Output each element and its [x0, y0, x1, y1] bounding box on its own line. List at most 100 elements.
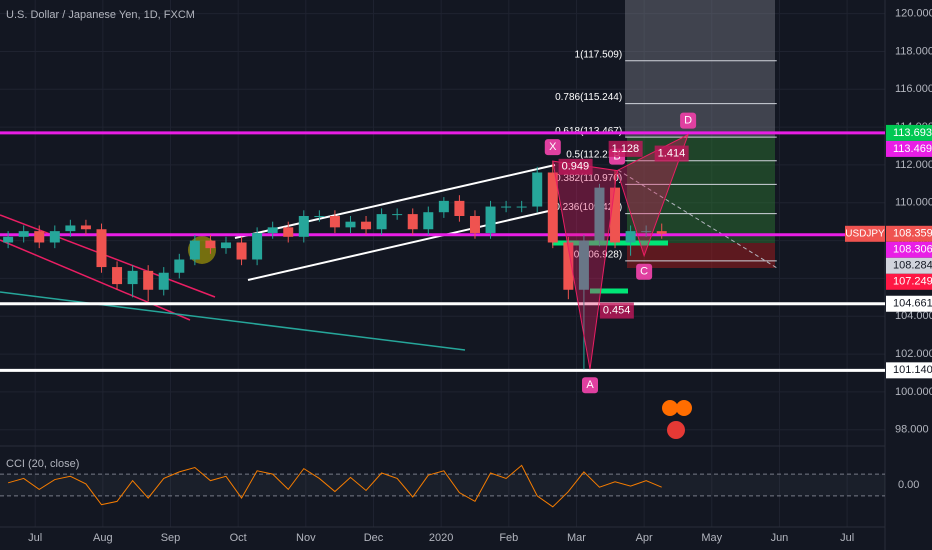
y-tick-label: 100.000 — [895, 386, 932, 398]
ratio-label: 1.128 — [612, 143, 640, 155]
logo-icon — [662, 400, 692, 439]
y-tick-label: 110.000 — [895, 197, 932, 209]
candle-body — [392, 214, 403, 216]
y-tick-label: 104.000 — [895, 310, 932, 322]
candle-body — [578, 240, 589, 290]
chart-title: U.S. Dollar / Japanese Yen, 1D, FXCM — [6, 9, 195, 21]
price-badge — [886, 241, 932, 258]
x-tick-label: Apr — [636, 532, 653, 544]
fib-label: 0(106.928) — [574, 250, 622, 261]
candle-body — [407, 214, 418, 230]
price-badge — [886, 225, 932, 242]
y-tick-label: 112.000 — [895, 159, 932, 171]
pattern-label: A — [586, 379, 594, 391]
pattern-label: D — [684, 115, 692, 127]
price-badge — [886, 140, 932, 157]
pattern-badge — [680, 112, 697, 129]
pattern-badge — [582, 377, 598, 394]
x-tick-label: Nov — [296, 532, 316, 544]
candle-body — [283, 227, 294, 237]
x-tick-label: Sep — [161, 532, 181, 544]
candle-body — [236, 242, 247, 260]
x-tick-label: 2020 — [429, 532, 453, 544]
ratio-badge — [599, 302, 634, 319]
pattern-leg — [616, 133, 690, 258]
price-label: 107.249 — [893, 276, 932, 288]
fib-label: 0.618(113.467) — [555, 126, 622, 137]
price-badge — [886, 295, 932, 312]
grid — [0, 0, 885, 527]
candle-body — [65, 225, 76, 232]
fib-label: 0.5(112.218) — [566, 149, 622, 160]
candle-body — [329, 216, 340, 228]
profit-zone — [627, 137, 775, 243]
candle-body — [49, 231, 60, 243]
price-badge — [886, 124, 932, 141]
candle-body — [563, 242, 574, 290]
candle-body — [3, 236, 14, 243]
y-tick-label: 98.000 — [895, 424, 929, 436]
y-tick-label: 102.000 — [895, 348, 932, 360]
pattern-badge — [636, 263, 653, 280]
ratio-label: 0.949 — [562, 161, 590, 173]
y-tick-label: 118.000 — [895, 45, 932, 57]
candle-body — [501, 206, 512, 208]
candle-body — [80, 225, 91, 230]
candle-body — [158, 272, 169, 290]
candle-body — [361, 221, 372, 230]
candle-body — [345, 221, 356, 228]
target-zone — [625, 0, 775, 137]
ratio-badge — [558, 158, 593, 175]
indicator-line — [7, 464, 662, 508]
candle-body — [267, 227, 278, 234]
candle-body — [18, 231, 29, 237]
candle-body — [205, 240, 216, 249]
candle-body — [376, 214, 387, 230]
fib-label: 1(117.509) — [575, 49, 623, 60]
price-label: 108.306 — [893, 244, 932, 256]
candle-body — [485, 206, 496, 234]
candle-body — [423, 212, 434, 230]
candle-body — [438, 200, 449, 213]
ratio-label: 0.454 — [603, 304, 631, 316]
pattern-label: C — [640, 266, 648, 278]
trend-line — [0, 239, 191, 321]
candle-body — [641, 231, 652, 233]
candle-body — [625, 231, 636, 243]
trend-line — [0, 214, 216, 298]
trend-line — [0, 291, 466, 351]
fib-label: 0.236(109.427) — [554, 202, 622, 213]
candle-body — [252, 233, 263, 260]
price-label: 108.359 — [893, 228, 932, 240]
projection-line — [617, 169, 778, 269]
x-tick-label: Jul — [28, 532, 42, 544]
candle-body — [143, 270, 154, 290]
y-tick-label: 120.000 — [895, 8, 932, 20]
candle-body — [547, 172, 558, 243]
ratio-badge — [654, 145, 689, 162]
symbol-label: USDJPY — [845, 228, 885, 239]
candle-body — [298, 216, 309, 237]
price-badge — [886, 257, 932, 274]
symbol-badge — [845, 225, 885, 242]
candle-body — [96, 229, 107, 268]
x-tick-label: Jun — [771, 532, 789, 544]
candle-body — [594, 187, 605, 241]
pattern-label: X — [549, 141, 557, 153]
candle-body — [314, 216, 325, 218]
x-tick-label: Feb — [499, 532, 518, 544]
candle-body — [174, 259, 185, 273]
x-tick-label: Aug — [93, 532, 113, 544]
candle-body — [112, 267, 123, 285]
candle-body — [610, 187, 621, 243]
ratio-label: 1.414 — [658, 147, 686, 159]
ratio-badge — [608, 140, 643, 157]
channel-lower — [247, 209, 554, 281]
y-tick-label: 116.000 — [895, 83, 932, 95]
x-tick-label: Oct — [230, 532, 247, 544]
price-label: 108.284 — [893, 260, 932, 272]
candle-body — [454, 200, 465, 217]
price-label: 113.693 — [893, 127, 932, 139]
fib-label: 0.786(115.244) — [555, 92, 622, 103]
